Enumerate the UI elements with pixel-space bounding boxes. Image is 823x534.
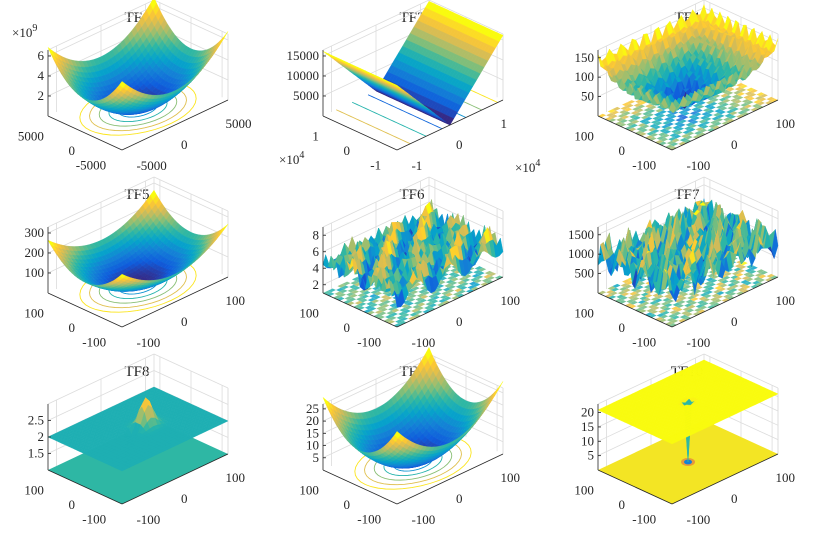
z-exponent-label: ×109 [12,23,37,40]
x-tick-label: 5000 [226,116,252,131]
contour-line [351,101,427,137]
x-tick-label: 100 [776,116,796,131]
contour-line [336,109,411,145]
y-tick-label: 100 [24,306,44,321]
x-tick-label: 0 [456,314,463,329]
z-tick-label: 50 [581,89,594,104]
x-tick-label: 100 [501,293,521,308]
y-tick-label: -100 [82,334,106,349]
x-tick-label: -100 [411,335,435,350]
y-tick-label: -1 [370,157,381,172]
z-tick-label: 10000 [287,68,320,83]
y-tick-label: 5000 [18,129,44,144]
z-tick-label: 100 [575,69,595,84]
surface [47,189,229,292]
exponent-base: ×10 [12,25,32,40]
z-tick-label: 4 [38,68,45,83]
x-tick-label: -100 [136,335,160,350]
exponent-power: 9 [32,23,37,34]
y-axis [47,115,123,151]
z-tick-label: 4 [313,260,320,275]
z-tick-label: 15000 [287,48,320,63]
y-axis [47,292,123,328]
y-tick-label: 0 [69,143,76,158]
exponent-power: 4 [299,150,304,161]
y-tick-label: 0 [619,143,626,158]
y-tick-label: -5000 [76,157,106,172]
x-tick-label: 0 [456,137,463,152]
x-tick-label: 0 [181,314,188,329]
z-tick-label: 2 [38,88,45,103]
surface-patch [119,81,127,89]
x-tick-label: -5000 [136,158,166,173]
y-tick-label: 0 [344,320,351,335]
z-tick-label: 100 [25,265,45,280]
y-tick-label: 100 [299,306,319,321]
surface-patch [221,224,229,232]
x-exponent-label: ×104 [515,158,540,175]
x-tick-label: 0 [181,137,188,152]
y-tick-label: -100 [632,157,656,172]
y-tick-label: -100 [357,334,381,349]
z-tick-label: 8 [313,227,320,242]
x-tick-label: 100 [226,293,246,308]
surface [47,0,229,115]
x-tick-label: -100 [686,158,710,173]
z-tick-label: 6 [313,244,320,259]
y-tick-label: 1 [312,129,319,144]
z-tick-label: 6 [38,48,45,63]
y-exponent-label: ×104 [279,150,304,167]
x-axis [121,99,229,151]
exponent-base: ×10 [279,152,299,167]
z-tick-label: 2 [313,277,320,292]
z-tick-label: 5000 [293,88,319,103]
exponent-base: ×10 [515,160,535,175]
x-tick-label: -1 [411,158,422,173]
x-tick-label: 1 [501,116,508,131]
x-tick-label: 0 [731,137,738,152]
z-tick-label: 150 [575,50,595,65]
z-tick-label: 300 [25,225,45,240]
z-tick-label: 200 [25,245,45,260]
surface [322,1,504,126]
y-tick-label: 100 [574,129,594,144]
y-tick-label: 0 [344,143,351,158]
contour-line [367,94,443,130]
exponent-power: 4 [535,158,540,169]
y-tick-label: 0 [69,320,76,335]
